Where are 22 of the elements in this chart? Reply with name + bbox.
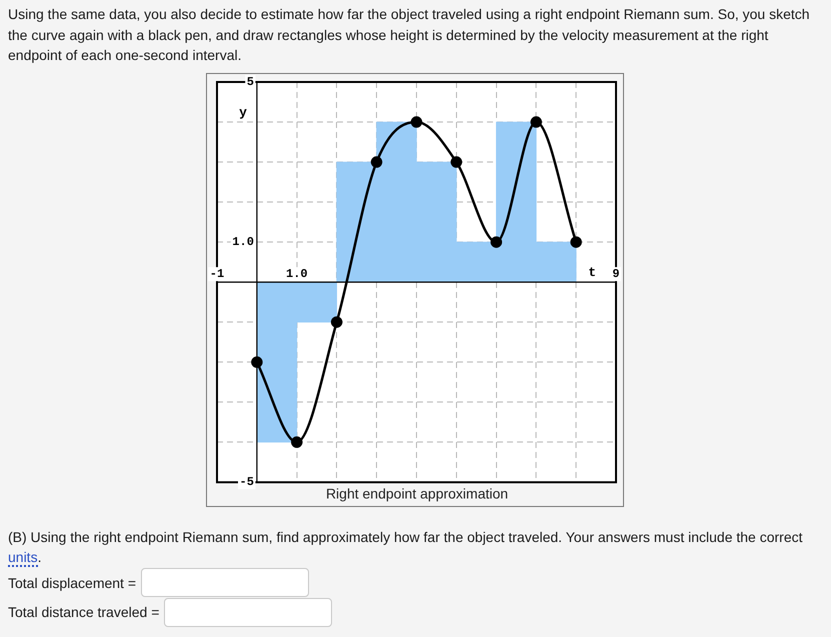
point xyxy=(490,236,502,248)
text: (B) Using the right endpoint Riemann sum, find approximately how far the object traveled. Your answers must include the correct units. xyxy=(8,528,804,567)
text: Total distance traveled = xyxy=(8,604,160,620)
y-tick-label: 1.0 xyxy=(232,235,254,250)
point xyxy=(450,156,462,168)
point xyxy=(370,156,382,168)
point xyxy=(330,316,342,328)
y-axis-title: y xyxy=(239,104,248,120)
point xyxy=(530,116,542,128)
y-tick-label: 5 xyxy=(246,75,254,90)
point xyxy=(251,356,263,368)
point xyxy=(410,116,422,128)
x-axis-title: t xyxy=(588,264,596,280)
point xyxy=(291,436,303,448)
text: Right endpoint approximation xyxy=(326,485,508,502)
x-tick-label: 1.0 xyxy=(286,267,308,282)
x-tick-label: 9 xyxy=(612,267,620,282)
text: Total displacement = xyxy=(8,574,136,591)
x-tick-label: -1 xyxy=(210,267,224,282)
point xyxy=(570,236,582,248)
text: Using the same data, you also decide to estimate how far the object traveled using a right endpoint Riemann sum. So, you sketch the curve again with a black pen, and draw rectangles whose height is determined by the velocity measurement at the right endpoint of each one-second interval. xyxy=(8,5,811,65)
y-tick-label: -5 xyxy=(239,475,254,490)
